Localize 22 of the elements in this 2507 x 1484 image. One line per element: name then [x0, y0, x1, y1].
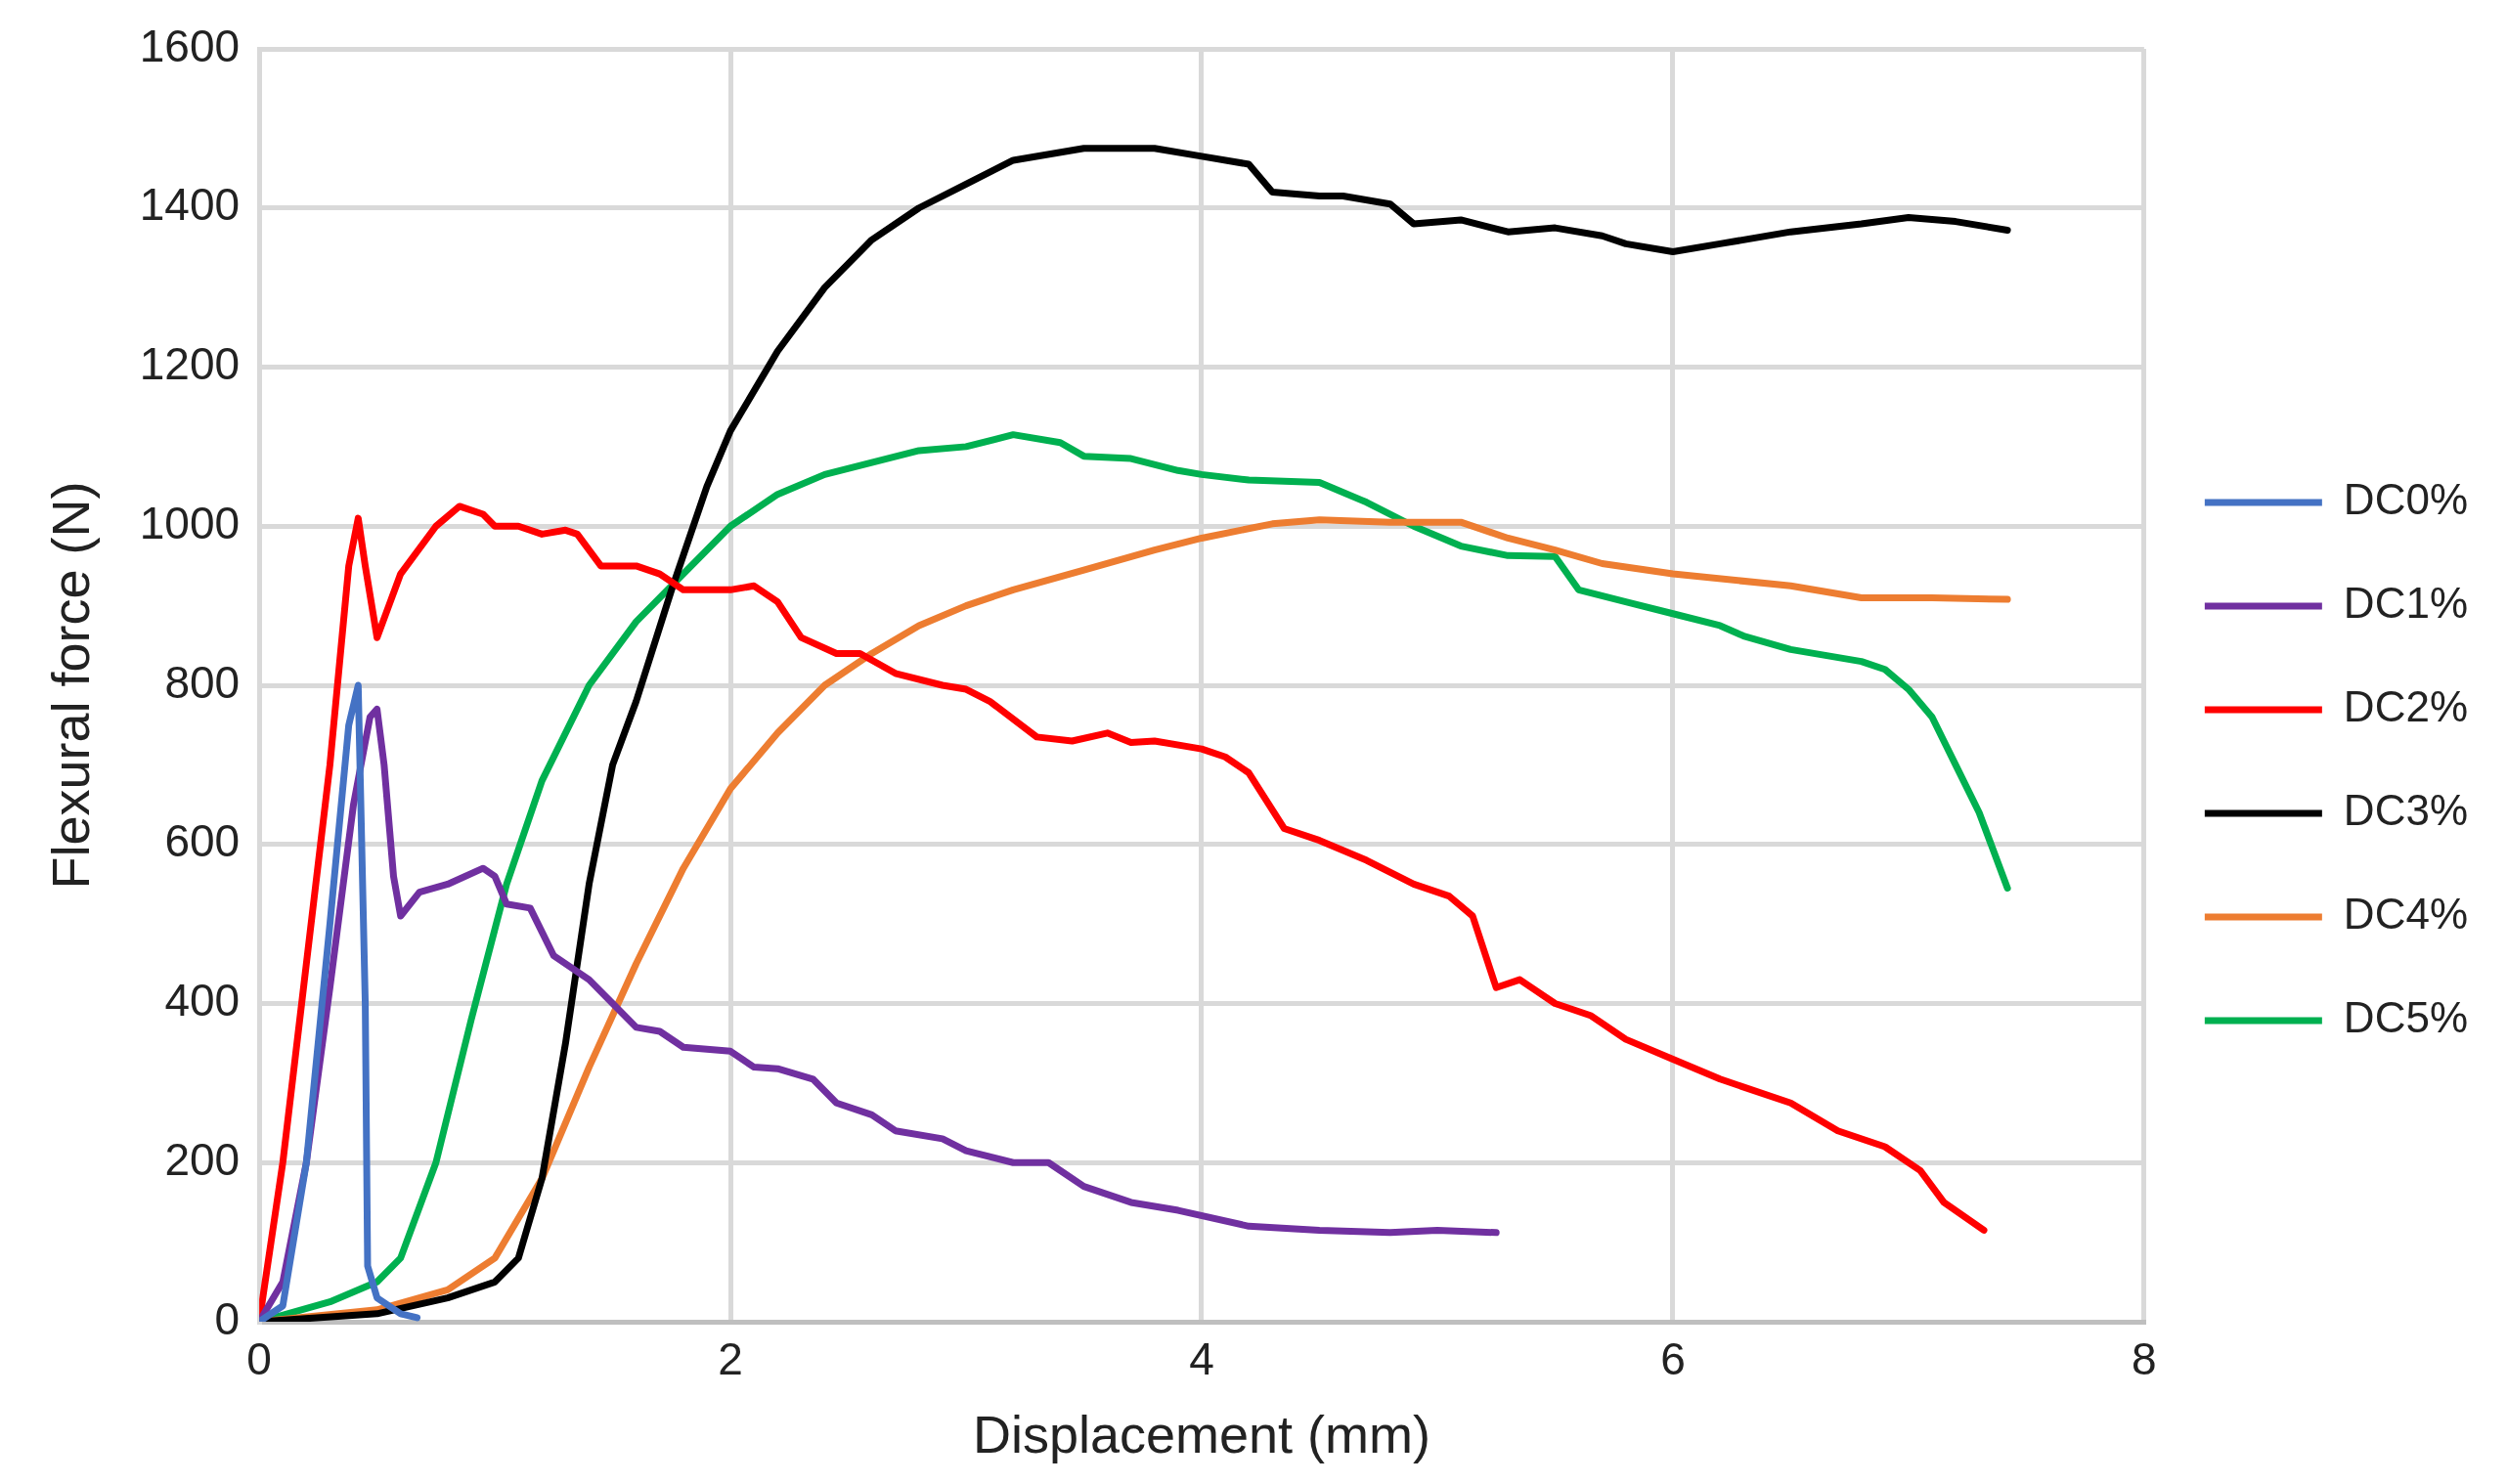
y-tick-label: 600	[164, 815, 241, 867]
legend-label: DC4%	[2343, 890, 2469, 938]
x-tick-label: 8	[2132, 1333, 2157, 1385]
x-tick-label: 0	[246, 1333, 272, 1385]
y-tick-label: 200	[164, 1133, 241, 1185]
legend-label: DC2%	[2343, 682, 2469, 731]
y-tick-label: 400	[164, 975, 241, 1026]
legend-label: DC1%	[2343, 579, 2469, 628]
y-tick-label: 1400	[139, 179, 241, 231]
y-tick-label: 1600	[139, 20, 241, 71]
x-tick-label: 6	[1660, 1333, 1686, 1385]
legend-label: DC5%	[2343, 993, 2469, 1042]
x-axis-title: Displacement (mm)	[972, 1405, 1431, 1464]
x-tick-label: 4	[1189, 1333, 1214, 1385]
y-tick-label: 800	[164, 656, 241, 708]
x-tick-label: 2	[718, 1333, 743, 1385]
legend-label: DC0%	[2343, 475, 2469, 524]
y-axis-title: Flexural force (N)	[41, 481, 101, 890]
legend-label: DC3%	[2343, 786, 2469, 835]
y-tick-label: 1200	[139, 338, 241, 390]
y-tick-label: 1000	[139, 497, 241, 548]
y-tick-label: 0	[214, 1292, 241, 1344]
